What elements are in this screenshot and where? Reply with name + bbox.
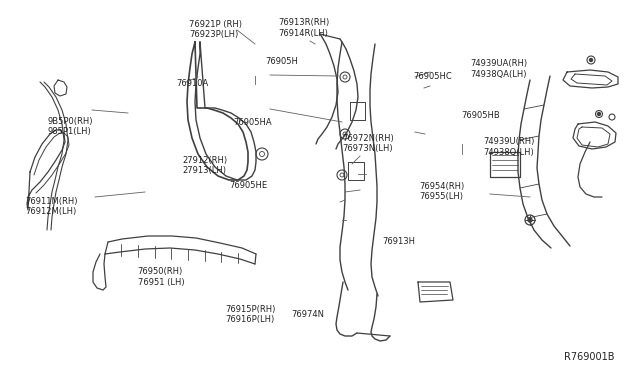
Text: 76913R(RH)
76914R(LH): 76913R(RH) 76914R(LH) xyxy=(278,18,330,38)
Circle shape xyxy=(528,218,532,222)
Text: 76950(RH)
76951 (LH): 76950(RH) 76951 (LH) xyxy=(138,267,184,287)
Text: 27912(RH)
27913(LH): 27912(RH) 27913(LH) xyxy=(182,156,228,175)
Text: 76972N(RH)
76973N(LH): 76972N(RH) 76973N(LH) xyxy=(342,134,394,153)
Text: 76974N: 76974N xyxy=(291,310,324,319)
Text: 76954(RH)
76955(LH): 76954(RH) 76955(LH) xyxy=(419,182,465,201)
Text: 76905HA: 76905HA xyxy=(234,118,272,127)
Text: 76905H: 76905H xyxy=(266,57,298,66)
Text: 76911M(RH)
76912M(LH): 76911M(RH) 76912M(LH) xyxy=(26,197,78,216)
Circle shape xyxy=(589,58,593,61)
Circle shape xyxy=(598,112,600,115)
Text: 76905HB: 76905HB xyxy=(461,111,500,120)
Text: 76915P(RH)
76916P(LH): 76915P(RH) 76916P(LH) xyxy=(225,305,276,324)
Text: 74939UA(RH)
74938QA(LH): 74939UA(RH) 74938QA(LH) xyxy=(470,59,527,78)
Text: 76913H: 76913H xyxy=(383,237,416,246)
Text: 76905HC: 76905HC xyxy=(413,72,452,81)
Text: 76921P (RH)
76923P(LH): 76921P (RH) 76923P(LH) xyxy=(189,20,242,39)
Text: R769001B: R769001B xyxy=(564,352,614,362)
Text: 74939U(RH)
74938Q(LH): 74939U(RH) 74938Q(LH) xyxy=(483,137,534,157)
Text: 76910A: 76910A xyxy=(176,79,208,88)
Text: 9B5P0(RH)
985P1(LH): 9B5P0(RH) 985P1(LH) xyxy=(48,117,93,136)
Text: 76905HE: 76905HE xyxy=(229,182,268,190)
